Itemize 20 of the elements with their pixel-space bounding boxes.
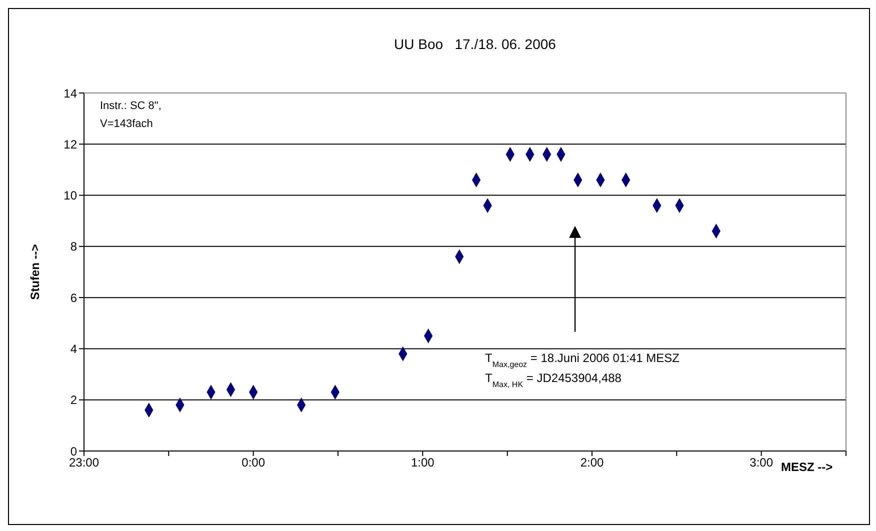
annotation: T$_{Max, HK}$ = JD2453904,488 xyxy=(485,370,622,388)
y-tick-label: 8 xyxy=(70,240,78,254)
x-tick-label: 2:00 xyxy=(580,456,604,470)
x-axis-title: MESZ --> xyxy=(781,460,833,474)
y-tick-label: 2 xyxy=(70,393,78,408)
y-tick-label: 14 xyxy=(64,86,78,100)
annotation: Instr.: SC 8", xyxy=(100,100,162,112)
y-tick-label: 0 xyxy=(70,444,78,458)
y-tick-label: 4 xyxy=(70,342,78,356)
x-tick-label: 23:00 xyxy=(68,456,100,470)
chart-title: UU Boo 17./18. 06. 2006 xyxy=(394,36,556,52)
x-tick-label: 0:00 xyxy=(242,456,266,470)
y-axis-title: Stufen --> xyxy=(28,244,42,300)
x-tick-label: 1:00 xyxy=(410,456,435,470)
y-tick-label: 12 xyxy=(64,137,78,152)
annotation: V=143fach xyxy=(100,118,153,130)
y-tick-label: 10 xyxy=(64,188,78,203)
annotation: T$_{Max,geoz}$ = 18.Juni 2006 01:41 MESZ xyxy=(485,350,680,368)
x-tick-label: 3:00 xyxy=(750,456,774,470)
y-tick-label: 6 xyxy=(70,290,78,305)
